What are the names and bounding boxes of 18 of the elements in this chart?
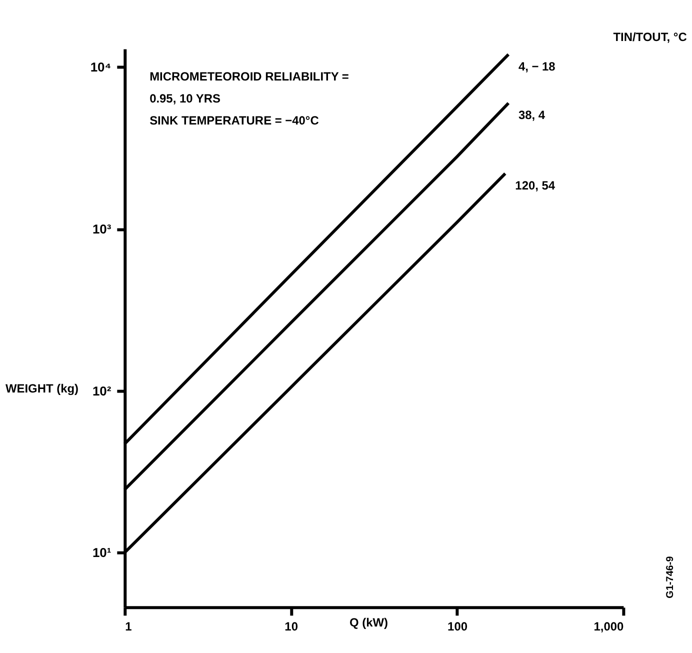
y-tick-label: 10⁴ bbox=[90, 60, 112, 75]
series-label: 4, − 18 bbox=[518, 59, 556, 74]
legend-title: TIN/TOUT, °C bbox=[613, 30, 688, 44]
annotation: SINK TEMPERATURE = −40°C bbox=[150, 114, 320, 128]
annotation: MICROMETEOROID RELIABILITY = bbox=[150, 70, 349, 84]
x-tick-label: 10 bbox=[284, 620, 298, 634]
y-tick-label: 10³ bbox=[92, 222, 112, 236]
y-tick-label: 10¹ bbox=[92, 545, 112, 560]
series-label: 120, 54 bbox=[515, 178, 556, 193]
y-tick-label: 10² bbox=[92, 383, 112, 398]
x-axis-title: Q (kW) bbox=[349, 616, 388, 630]
annotation: 0.95, 10 YRS bbox=[150, 92, 220, 106]
y-axis-title: WEIGHT (kg) bbox=[5, 381, 79, 396]
text: G1-746-9 bbox=[665, 556, 676, 598]
x-tick-label: 1 bbox=[125, 620, 132, 634]
series-label: 38, 4 bbox=[518, 108, 546, 122]
x-tick-label: 1,000 bbox=[594, 620, 624, 634]
x-tick-label: 100 bbox=[448, 620, 468, 634]
